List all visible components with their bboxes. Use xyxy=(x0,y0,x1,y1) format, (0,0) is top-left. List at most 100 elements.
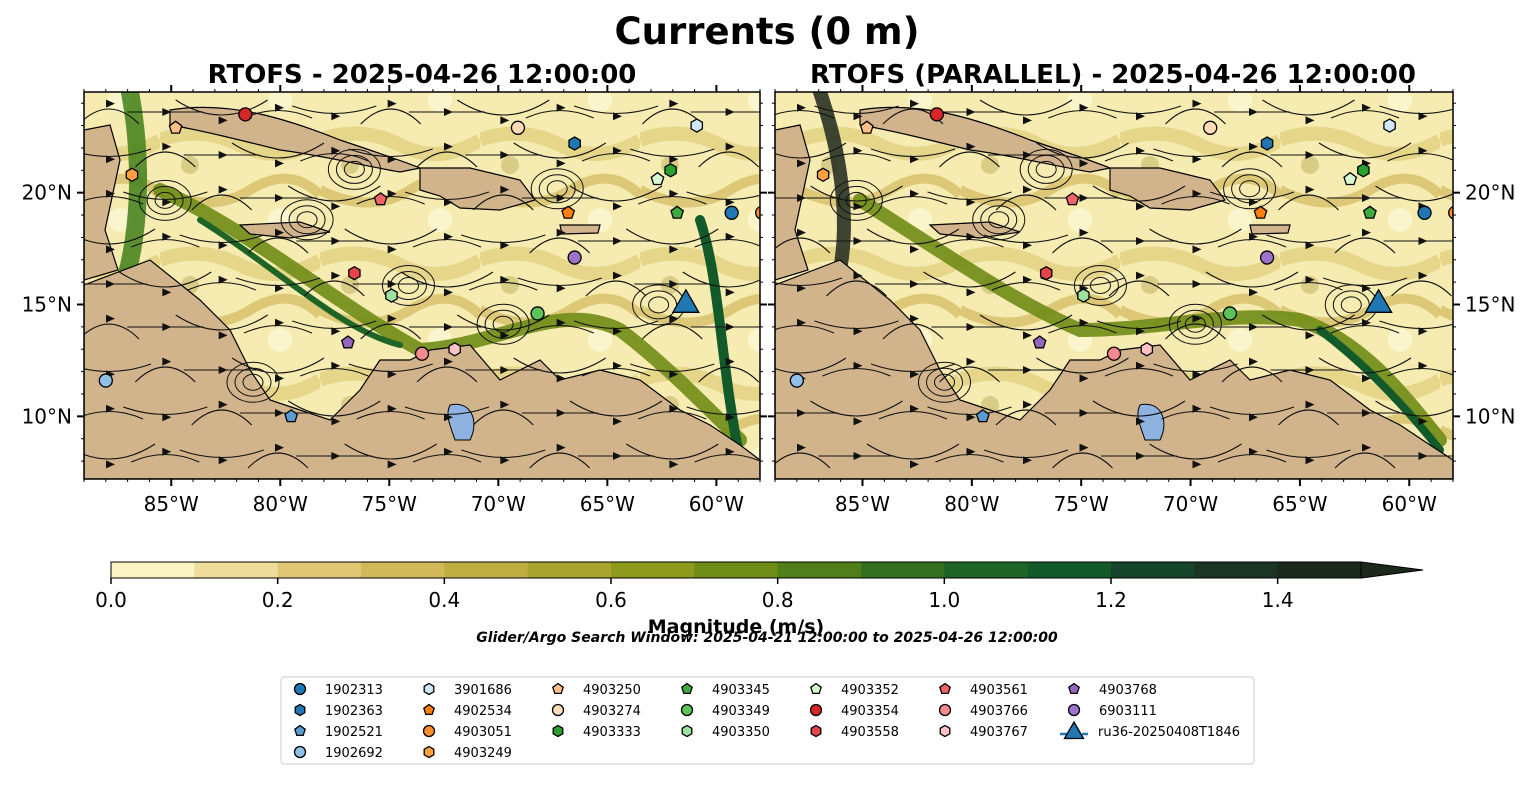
ytick-label: 10°N xyxy=(1465,404,1515,428)
argo-float-marker xyxy=(1260,136,1274,151)
map-panel-rtofs-parallel: RTOFS (PARALLEL) - 2025-04-26 12:00:00 xyxy=(768,60,1515,516)
colorbar: 0.0 0.2 0.4 0.6 0.8 1.0 1.2 1.4 Magnitude (m/s) xyxy=(95,561,1424,638)
argo-float-marker xyxy=(670,205,685,219)
argo-float-marker xyxy=(373,192,388,206)
legend-label: 3901686 xyxy=(454,683,512,698)
colorbar-tick-label: 0.0 xyxy=(95,588,127,612)
argo-float-marker xyxy=(125,167,139,183)
float-markers xyxy=(98,107,760,423)
argo-float-marker xyxy=(1203,120,1218,135)
argo-float-marker xyxy=(664,163,677,178)
streamlines xyxy=(775,99,1453,469)
colorbar-tick-label: 0.8 xyxy=(762,588,794,612)
argo-float-marker xyxy=(1222,306,1238,321)
legend-marker-icon xyxy=(423,703,435,716)
legend-marker-icon xyxy=(423,682,435,696)
colorbar-tick-label: 0.4 xyxy=(428,588,460,612)
argo-float-marker xyxy=(690,118,704,133)
legend-marker-icon xyxy=(422,724,436,738)
legend-marker-icon xyxy=(294,703,306,717)
legend-label: 4903352 xyxy=(841,683,899,698)
legend-label: 1902313 xyxy=(325,683,383,698)
argo-float-marker xyxy=(1357,163,1370,178)
argo-float-marker xyxy=(1362,205,1377,219)
streamlines xyxy=(84,99,760,469)
argo-float-marker xyxy=(1253,205,1268,219)
ytick-label: 20°N xyxy=(22,181,72,205)
argo-float-marker xyxy=(530,306,545,321)
colorbar-tick-label: 0.2 xyxy=(262,588,294,612)
argo-float-marker xyxy=(789,373,805,388)
legend-marker-icon xyxy=(938,703,952,717)
panel-title-rtofs-parallel: RTOFS (PARALLEL) - 2025-04-26 12:00:00 xyxy=(810,60,1416,90)
argo-float-marker xyxy=(340,335,355,349)
legend-label: 4903333 xyxy=(583,725,641,740)
legend-marker-icon xyxy=(939,724,951,738)
argo-float-marker xyxy=(724,205,739,220)
argo-float-marker xyxy=(284,409,299,423)
legend-marker-icon xyxy=(293,682,307,696)
argo-float-marker xyxy=(1259,250,1275,265)
legend-label: 6903111 xyxy=(1099,704,1157,719)
legend-label: 1902363 xyxy=(325,704,383,719)
legend-marker-icon xyxy=(809,703,823,717)
argo-float-marker xyxy=(1039,265,1053,281)
legend-marker-icon xyxy=(1067,703,1081,717)
argo-float-marker xyxy=(568,136,581,151)
legend-label: 4903345 xyxy=(712,683,770,698)
colorbar-tick-label: 1.0 xyxy=(928,588,960,612)
xtick-label: 65°W xyxy=(1272,492,1327,516)
legend-marker-icon xyxy=(810,682,822,695)
argo-float-marker xyxy=(1106,346,1122,361)
argo-float-marker xyxy=(567,250,582,265)
argo-float-marker xyxy=(1448,205,1453,220)
search-window-text: Glider/Argo Search Window: 2025-04-21 12… xyxy=(476,630,1058,646)
argo-float-marker xyxy=(238,107,253,122)
colorbar-label: Magnitude (m/s) xyxy=(648,616,825,638)
legend-label: 4903768 xyxy=(1099,683,1157,698)
legend-glider-icon xyxy=(1063,720,1085,740)
ytick-label: 15°N xyxy=(1465,293,1515,317)
argo-float-marker xyxy=(1383,118,1396,133)
argo-float-marker xyxy=(859,120,874,134)
legend-marker-icon xyxy=(294,724,306,737)
legend-marker-icon xyxy=(423,745,435,759)
legend-marker-icon xyxy=(1068,682,1080,695)
legend-marker-icon xyxy=(293,745,307,759)
legend-label: 4903767 xyxy=(970,725,1028,740)
argo-float-marker xyxy=(561,205,576,219)
legend-label: 4903558 xyxy=(841,725,899,740)
xtick-label: 80°W xyxy=(944,492,999,516)
argo-float-marker xyxy=(385,288,398,303)
legend-label: 4902534 xyxy=(454,704,512,719)
xtick-label: 75°W xyxy=(1054,492,1109,516)
xtick-label: 60°W xyxy=(689,492,744,516)
ytick-label: 20°N xyxy=(1465,181,1515,205)
xtick-label: 80°W xyxy=(253,492,308,516)
argo-float-marker xyxy=(168,120,183,134)
argo-float-marker xyxy=(1140,342,1154,357)
map-axes: 85°W 80°W 75°W 70°W 65°W 60°W 20°N 15°N 10°N xyxy=(22,85,767,516)
argo-float-marker xyxy=(1032,335,1047,349)
colorbar-tick-label: 1.4 xyxy=(1262,588,1294,612)
glider-marker xyxy=(671,288,700,313)
legend-label: ru36-20250408T1846 xyxy=(1098,725,1240,740)
argo-float-marker xyxy=(414,346,430,361)
argo-float-marker xyxy=(929,107,944,122)
ytick-label: 10°N xyxy=(22,404,72,428)
map-panel-rtofs: RTOFS - 2025-04-26 12:00:00 xyxy=(22,60,767,516)
legend-label: 4903561 xyxy=(970,683,1028,698)
xtick-label: 85°W xyxy=(835,492,890,516)
argo-float-marker xyxy=(816,167,830,183)
colorbar-tick-label: 0.6 xyxy=(595,588,627,612)
argo-float-marker xyxy=(510,120,526,135)
legend-marker-icon xyxy=(681,724,693,738)
legend-label: 4903350 xyxy=(712,725,770,740)
legend-marker-icon xyxy=(681,682,693,695)
legend-marker-icon xyxy=(551,703,565,717)
argo-float-marker xyxy=(98,373,113,388)
legend-marker-icon xyxy=(810,724,822,738)
map-axes: 85°W 80°W 75°W 70°W 65°W 60°W 20°N 15°N 10°N xyxy=(768,85,1515,516)
argo-float-marker xyxy=(1077,288,1090,303)
